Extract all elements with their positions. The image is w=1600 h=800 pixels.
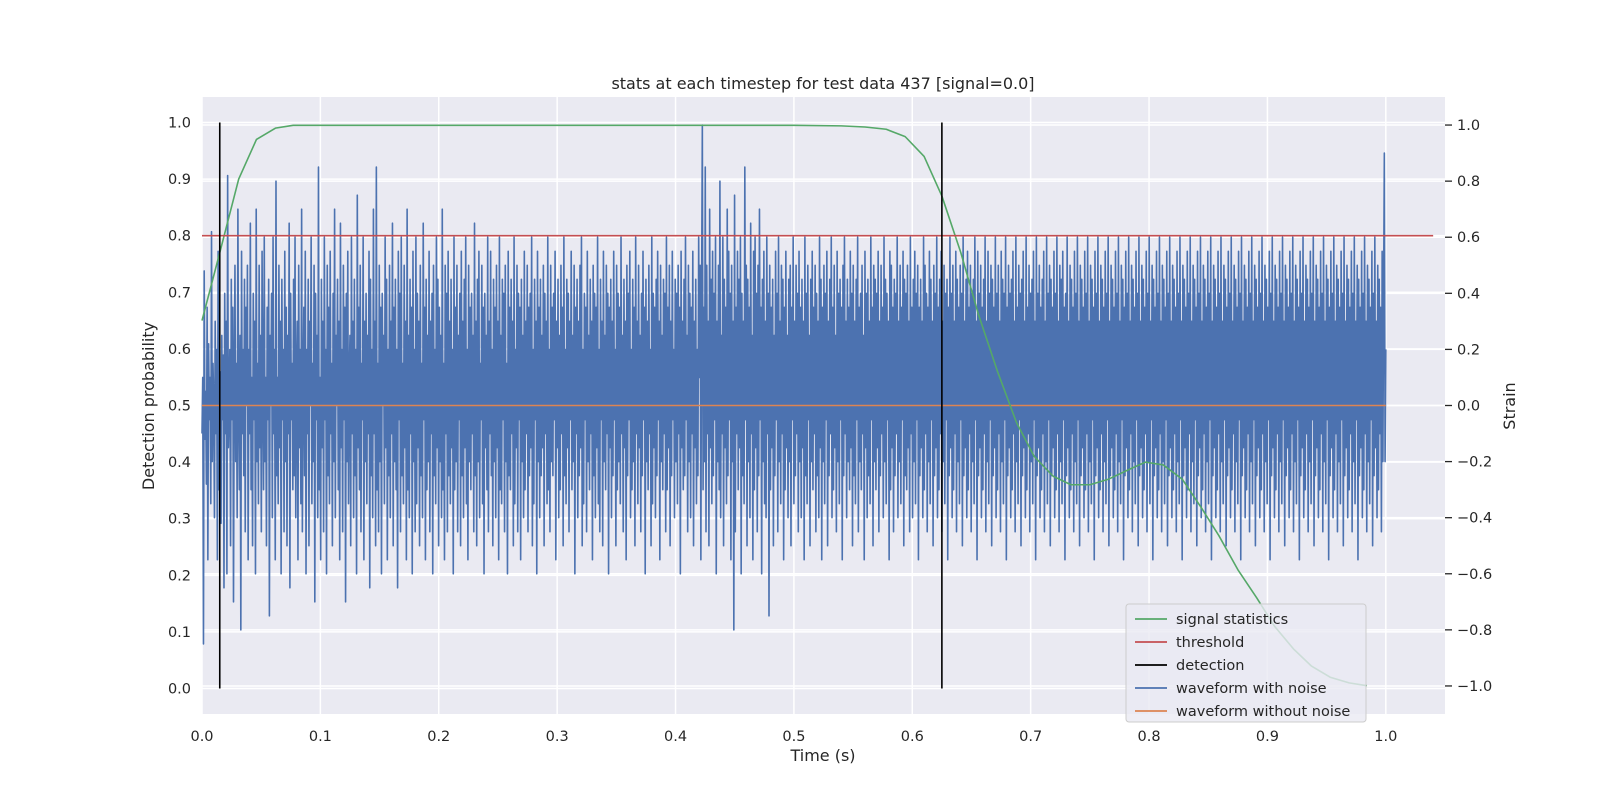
x-tick-label: 0.6 [901, 729, 924, 745]
y2-tick-label: 1.0 [1457, 118, 1480, 134]
y2-tick-label: −0.8 [1457, 623, 1492, 639]
y-tick-label: 0.0 [168, 682, 191, 698]
x-tick-label: 0.8 [1138, 729, 1161, 745]
y-tick-label: 0.9 [168, 172, 191, 188]
y2-tick-label: −0.4 [1457, 511, 1492, 527]
y-tick-label: 1.0 [168, 115, 191, 131]
chart-title: stats at each timestep for test data 437… [611, 74, 1034, 93]
y-tick-label: 0.8 [168, 229, 191, 245]
legend-label: threshold [1176, 635, 1244, 651]
y-tick-label: 0.2 [168, 568, 191, 584]
x-tick-label: 0.4 [664, 729, 687, 745]
y-tick-label: 0.4 [168, 455, 191, 471]
x-tick-label: 0.2 [427, 729, 450, 745]
left-axis: 0.0 0.1 0.2 0.3 0.4 0.5 0.6 0.7 0.8 0.9 1.0 [168, 115, 191, 697]
y-axis-label: Detection probability [139, 322, 158, 490]
y2-tick-label: 0.4 [1457, 286, 1480, 302]
x-tick-label: 0.5 [782, 729, 805, 745]
legend-label: waveform with noise [1176, 681, 1327, 697]
series-signal-statistics [201, 124, 1367, 687]
y-tick-label: 0.1 [168, 625, 191, 641]
legend: signal statistics threshold detection wavef… [1125, 603, 1367, 723]
series-waveform-with-noise [201, 124, 1387, 645]
x-tick-label: 0.0 [190, 729, 213, 745]
x-axis-label: Time (s) [789, 746, 855, 765]
y2-tick-label: 0.0 [1457, 399, 1480, 415]
x-tick-label: 0.7 [1019, 729, 1042, 745]
y-tick-label: 0.3 [168, 512, 191, 528]
series-layer [201, 122, 1434, 689]
y2-tick-label: 0.8 [1457, 174, 1480, 190]
y-tick-label: 0.7 [168, 285, 191, 301]
y2-tick-label: 0.6 [1457, 230, 1480, 246]
x-tick-label: 1.0 [1374, 729, 1397, 745]
x-tick-label: 0.9 [1256, 729, 1279, 745]
y2-tick-label: −0.2 [1457, 455, 1492, 471]
legend-label: waveform without noise [1176, 704, 1350, 720]
y2-axis-label: Strain [1500, 382, 1519, 429]
legend-frame [1125, 603, 1367, 723]
x-tick-label: 0.1 [309, 729, 332, 745]
y2-tick-label: 0.2 [1457, 342, 1480, 358]
y-tick-label: 0.6 [168, 342, 191, 358]
legend-label: detection [1176, 658, 1244, 674]
y2-tick-label: −1.0 [1457, 679, 1492, 695]
x-tick-label: 0.3 [546, 729, 569, 745]
x-axis: 0.0 0.1 0.2 0.3 0.4 0.5 0.6 0.7 0.8 0.9 1.0 [190, 729, 1397, 745]
right-axis: −1.0 −0.8 −0.6 −0.4 −0.2 0.0 0.2 0.4 0.6 0.8 1.0 [1445, 118, 1492, 695]
legend-label: signal statistics [1176, 612, 1288, 628]
y-tick-label: 0.5 [168, 399, 191, 415]
y2-tick-label: −0.6 [1457, 567, 1492, 583]
